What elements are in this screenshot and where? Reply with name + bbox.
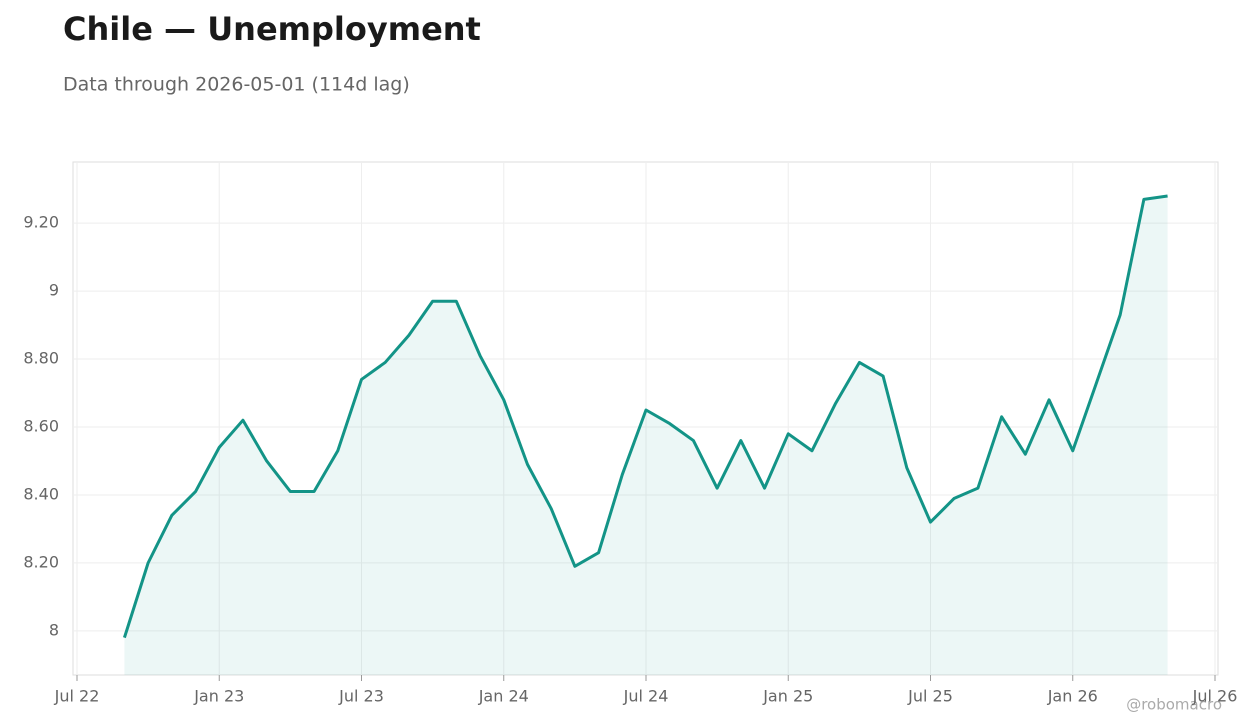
y-tick-label: 9.20 xyxy=(23,213,59,232)
area-fill xyxy=(124,195,1168,675)
x-tick-label: Jan 24 xyxy=(478,687,529,706)
watermark: @robomacro xyxy=(1126,696,1222,714)
y-tick-label: 8 xyxy=(49,620,59,639)
y-tick-label: 9 xyxy=(49,281,59,300)
y-tick-label: 8.20 xyxy=(23,552,59,571)
chart-title: Chile — Unemployment xyxy=(63,10,481,48)
x-tick-label: Jan 23 xyxy=(193,687,244,706)
x-tick-label: Jul 26 xyxy=(1192,687,1238,706)
x-tick-label: Jul 22 xyxy=(54,687,100,706)
y-tick-label: 8.60 xyxy=(23,416,59,435)
x-tick-label: Jul 23 xyxy=(338,687,384,706)
y-tick-label: 8.40 xyxy=(23,484,59,503)
line xyxy=(122,194,1168,639)
x-tick-label: Jan 26 xyxy=(1047,687,1098,706)
chart-subtitle: Data through 2026-05-01 (114d lag) xyxy=(63,74,410,96)
x-tick-label: Jan 25 xyxy=(762,687,813,706)
y-tick-label: 8.80 xyxy=(23,349,59,368)
x-tick-label: Jul 25 xyxy=(907,687,953,706)
x-tick-label: Jul 24 xyxy=(623,687,669,706)
